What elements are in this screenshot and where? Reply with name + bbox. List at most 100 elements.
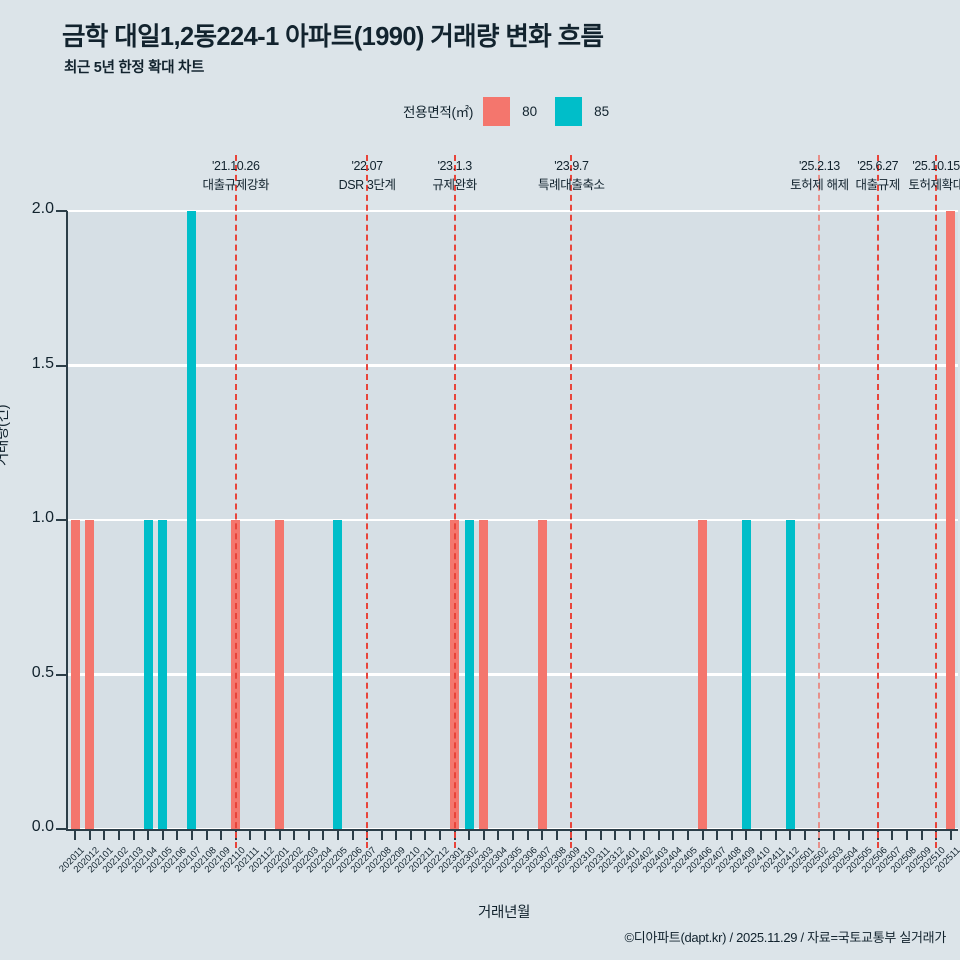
y-axis-tick <box>56 210 67 212</box>
x-axis-tick <box>205 831 208 840</box>
x-axis-tick <box>249 831 252 840</box>
x-axis-tick <box>263 831 266 840</box>
x-axis-tick <box>614 831 617 840</box>
x-axis-tick <box>161 831 164 840</box>
x-axis-label: 거래년월 <box>478 905 531 921</box>
x-axis-tick <box>409 831 412 840</box>
x-axis-tick <box>322 831 325 840</box>
bar <box>479 520 489 829</box>
y-axis-tick <box>56 519 67 521</box>
x-axis-tick <box>293 831 296 840</box>
gridline <box>68 209 958 213</box>
x-axis-tick <box>716 831 719 840</box>
y-axis-tick-label: 1.0 <box>31 509 54 526</box>
x-axis-tick <box>789 831 792 840</box>
legend-swatch-85 <box>555 96 583 126</box>
bar <box>85 520 95 829</box>
x-axis-tick <box>949 831 952 840</box>
event-marker-line <box>453 155 456 848</box>
bar <box>946 211 956 829</box>
x-axis-tick <box>191 831 194 840</box>
x-axis-tick <box>905 831 908 840</box>
event-annotation-name: 토허제확대 <box>908 178 960 192</box>
bar <box>158 520 168 829</box>
plot-area <box>68 209 958 831</box>
gridline <box>68 673 958 676</box>
x-axis-tick <box>701 831 704 840</box>
x-axis-tick <box>74 831 77 840</box>
legend-title: 전용면적(㎡) <box>403 105 474 120</box>
x-axis-tick <box>862 831 865 840</box>
bar <box>333 520 343 829</box>
bar <box>741 520 751 829</box>
x-axis-tick <box>176 831 179 840</box>
x-axis-tick <box>847 831 850 840</box>
gridline <box>68 364 958 367</box>
x-axis-tick <box>103 831 106 840</box>
x-axis-tick <box>687 831 690 840</box>
y-axis-tick <box>56 828 67 830</box>
event-annotation: '25.10.15 토허제확대 <box>866 157 960 195</box>
x-axis-tick <box>147 831 150 840</box>
event-annotation-date: '25.10.15 <box>912 159 960 173</box>
x-axis-tick <box>774 831 777 840</box>
x-axis-tick <box>482 831 485 840</box>
x-axis-tick <box>88 831 91 840</box>
gridline <box>68 518 958 522</box>
event-marker-line <box>876 155 879 848</box>
x-axis-tick <box>132 831 135 840</box>
x-axis-tick <box>657 831 660 840</box>
x-axis-tick <box>760 831 763 840</box>
bar <box>70 520 80 829</box>
x-axis-tick <box>803 831 806 840</box>
x-axis-tick <box>672 831 675 840</box>
x-axis-tick <box>643 831 646 840</box>
page-title: 금학 대일1,2동224-1 아파트(1990) 거래량 변화 흐름 <box>62 23 604 51</box>
x-axis <box>66 829 958 831</box>
bar <box>785 520 795 829</box>
x-axis-tick <box>891 831 894 840</box>
legend: 전용면적(㎡) 80 85 <box>403 96 627 126</box>
y-axis-tick <box>56 673 67 676</box>
x-axis-tick <box>380 831 383 840</box>
bar <box>187 211 197 829</box>
footer-credit: ©디아파트(dapt.kr) / 2025.11.29 / 자료=국토교통부 실… <box>624 930 947 945</box>
event-marker-line <box>935 155 938 848</box>
x-axis-tick <box>512 831 514 840</box>
x-axis-tick <box>118 831 121 840</box>
x-axis-tick <box>745 831 748 840</box>
page-subtitle: 최근 5년 한정 확대 차트 <box>64 60 205 76</box>
x-axis-tick <box>395 831 398 840</box>
x-axis-tick <box>599 831 602 840</box>
bar <box>698 520 708 829</box>
x-axis-tick <box>278 831 281 840</box>
x-axis-tick <box>584 831 587 840</box>
y-axis-tick-label: 0.5 <box>31 663 54 681</box>
bar <box>274 520 284 829</box>
event-marker-line <box>366 155 369 848</box>
x-axis-tick <box>220 831 223 840</box>
x-axis-tick <box>541 831 544 840</box>
legend-label-80: 80 <box>522 103 538 119</box>
x-axis-tick <box>730 831 733 840</box>
legend-label-85: 85 <box>594 103 610 119</box>
legend-swatch-80 <box>483 96 511 126</box>
x-axis-tick <box>832 831 835 840</box>
event-marker-line <box>234 155 237 848</box>
y-axis-label: 거래량(건) <box>0 404 11 466</box>
y-axis <box>66 211 68 831</box>
bar <box>537 520 547 829</box>
y-axis-tick-label: 2.0 <box>31 200 54 217</box>
x-axis-tick <box>526 831 529 840</box>
bar <box>464 520 474 829</box>
x-axis-tick <box>336 831 339 840</box>
event-marker-line <box>570 155 573 848</box>
x-axis-tick <box>351 831 354 840</box>
event-marker-line <box>818 155 821 848</box>
x-axis-tick <box>628 831 631 840</box>
y-axis-tick <box>56 364 67 367</box>
x-axis-tick <box>439 831 442 840</box>
x-axis-tick <box>468 831 471 840</box>
y-axis-tick-label: 1.5 <box>31 354 54 372</box>
